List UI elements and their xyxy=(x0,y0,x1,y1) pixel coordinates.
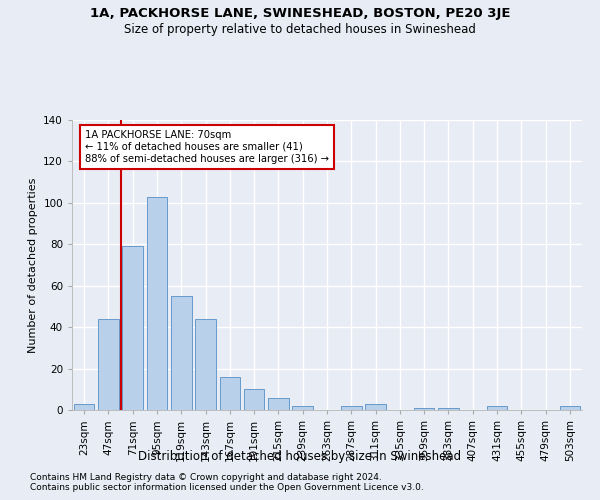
Text: 1A, PACKHORSE LANE, SWINESHEAD, BOSTON, PE20 3JE: 1A, PACKHORSE LANE, SWINESHEAD, BOSTON, … xyxy=(90,8,510,20)
Text: Distribution of detached houses by size in Swineshead: Distribution of detached houses by size … xyxy=(139,450,461,463)
Bar xyxy=(171,296,191,410)
Bar xyxy=(414,408,434,410)
Bar xyxy=(146,196,167,410)
Bar xyxy=(220,377,240,410)
Text: 1A PACKHORSE LANE: 70sqm
← 11% of detached houses are smaller (41)
88% of semi-d: 1A PACKHORSE LANE: 70sqm ← 11% of detach… xyxy=(85,130,329,164)
Bar xyxy=(487,406,508,410)
Bar xyxy=(122,246,143,410)
Bar xyxy=(195,319,216,410)
Bar xyxy=(365,404,386,410)
Bar xyxy=(292,406,313,410)
Bar xyxy=(341,406,362,410)
Bar xyxy=(438,408,459,410)
Bar xyxy=(268,398,289,410)
Bar xyxy=(560,406,580,410)
Y-axis label: Number of detached properties: Number of detached properties xyxy=(28,178,38,352)
Text: Contains HM Land Registry data © Crown copyright and database right 2024.: Contains HM Land Registry data © Crown c… xyxy=(30,472,382,482)
Bar xyxy=(98,319,119,410)
Text: Size of property relative to detached houses in Swineshead: Size of property relative to detached ho… xyxy=(124,22,476,36)
Bar xyxy=(244,390,265,410)
Bar xyxy=(74,404,94,410)
Text: Contains public sector information licensed under the Open Government Licence v3: Contains public sector information licen… xyxy=(30,484,424,492)
